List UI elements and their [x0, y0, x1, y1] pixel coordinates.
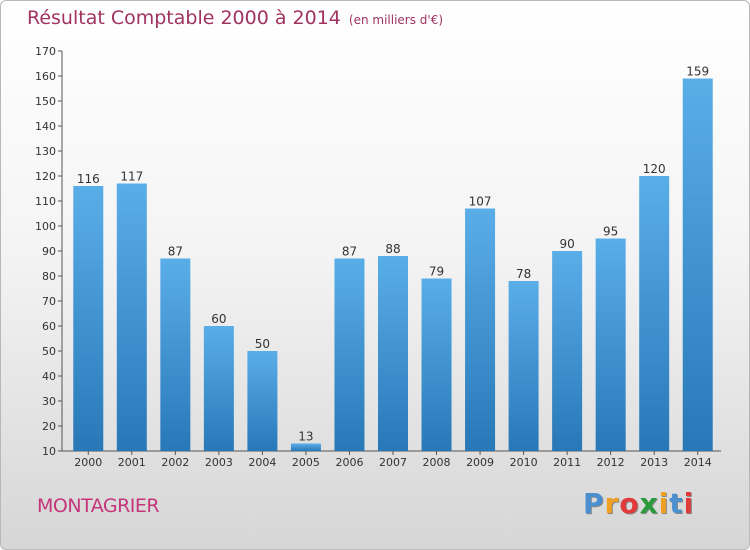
- bar: [334, 258, 365, 451]
- data-label: 159: [686, 65, 709, 79]
- x-tick-label: 2002: [161, 456, 189, 469]
- y-tick-label: 100: [35, 220, 56, 233]
- bar: [290, 443, 321, 451]
- x-tick-label: 2003: [205, 456, 233, 469]
- data-label: 87: [342, 245, 357, 259]
- bar: [639, 176, 670, 451]
- bar: [508, 281, 539, 451]
- data-label: 60: [211, 312, 226, 326]
- x-tick-label: 2013: [640, 456, 668, 469]
- data-label: 13: [298, 430, 313, 444]
- data-label: 116: [77, 172, 100, 186]
- proxiti-logo: Proxiti: [583, 487, 694, 520]
- data-label: 88: [385, 242, 400, 256]
- y-tick-label: 160: [35, 70, 56, 83]
- bar: [73, 186, 104, 451]
- x-tick-label: 2010: [510, 456, 538, 469]
- logo-letter: o: [619, 487, 640, 520]
- x-tick-label: 2004: [248, 456, 276, 469]
- data-label: 120: [643, 162, 666, 176]
- y-tick-label: 10: [42, 445, 56, 458]
- data-label: 117: [120, 170, 143, 184]
- logo-letter: t: [669, 487, 684, 520]
- data-label: 87: [168, 245, 183, 259]
- data-label: 90: [559, 237, 574, 251]
- chart-title: Résultat Comptable 2000 à 2014: [27, 7, 341, 29]
- x-tick-label: 2012: [597, 456, 625, 469]
- title-block: Résultat Comptable 2000 à 2014 (en millie…: [27, 7, 443, 29]
- y-tick-label: 50: [42, 345, 56, 358]
- y-tick-label: 120: [35, 170, 56, 183]
- x-tick-label: 2008: [423, 456, 451, 469]
- bar: [116, 183, 147, 451]
- bar: [421, 278, 452, 451]
- bar: [203, 326, 234, 451]
- y-tick-label: 40: [42, 370, 56, 383]
- y-tick-label: 150: [35, 95, 56, 108]
- x-tick-label: 2000: [74, 456, 102, 469]
- bar: [247, 351, 278, 451]
- data-label: 95: [603, 225, 618, 239]
- x-tick-label: 2007: [379, 456, 407, 469]
- x-tick-label: 2001: [118, 456, 146, 469]
- y-tick-label: 140: [35, 120, 56, 133]
- bar: [552, 251, 583, 451]
- bar: [595, 238, 626, 451]
- y-tick-label: 30: [42, 395, 56, 408]
- logo-letter: P: [583, 487, 605, 520]
- data-label: 50: [255, 337, 270, 351]
- logo-letter: i: [683, 487, 695, 520]
- y-tick-label: 130: [35, 145, 56, 158]
- data-label: 79: [429, 265, 444, 279]
- bar: [682, 78, 713, 451]
- chart-unit-label: (en milliers d'€): [348, 13, 444, 27]
- bar: [465, 208, 496, 451]
- data-label: 107: [469, 195, 492, 209]
- x-tick-label: 2006: [335, 456, 363, 469]
- y-tick-label: 60: [42, 320, 56, 333]
- x-tick-label: 2014: [684, 456, 712, 469]
- logo-letter: x: [639, 487, 659, 520]
- logo-letter: r: [604, 487, 620, 520]
- y-tick-label: 20: [42, 420, 56, 433]
- data-label: 78: [516, 267, 531, 281]
- logo-letter: i: [658, 487, 670, 520]
- bar: [378, 256, 408, 451]
- bar: [160, 258, 191, 451]
- y-tick-label: 110: [35, 195, 56, 208]
- y-tick-label: 170: [35, 45, 56, 58]
- y-tick-label: 90: [42, 245, 56, 258]
- x-tick-label: 2011: [553, 456, 581, 469]
- y-tick-label: 70: [42, 295, 56, 308]
- y-tick-label: 80: [42, 270, 56, 283]
- x-tick-label: 2009: [466, 456, 494, 469]
- commune-name: MONTAGRIER: [37, 495, 160, 517]
- x-tick-label: 2005: [292, 456, 320, 469]
